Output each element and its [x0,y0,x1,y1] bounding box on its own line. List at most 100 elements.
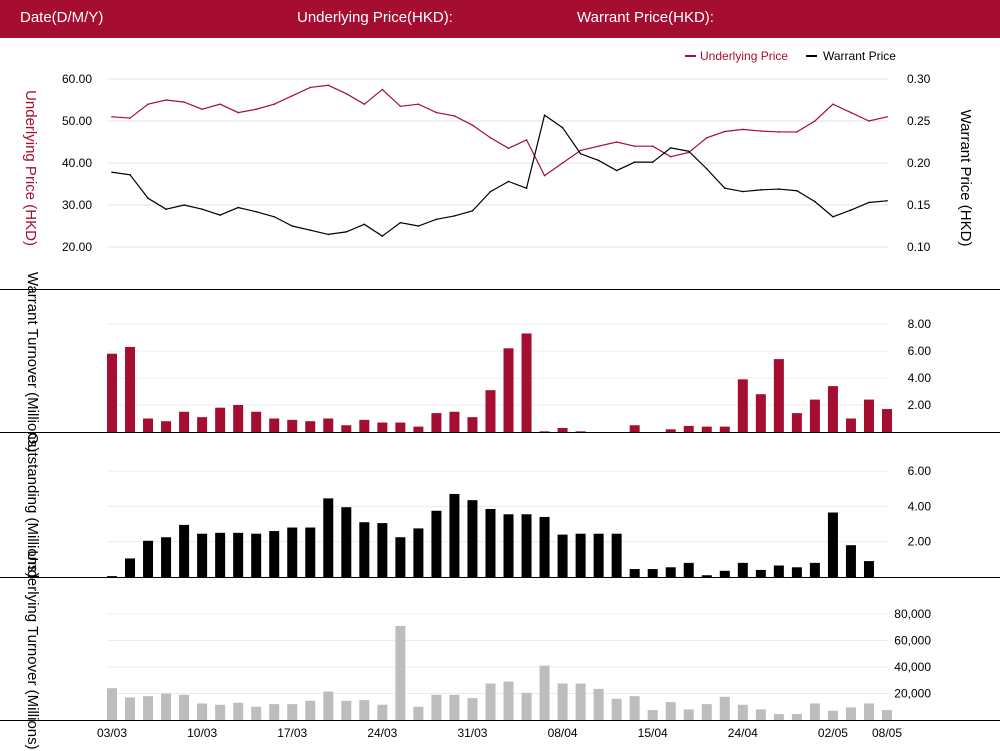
underlying-price-point [633,145,636,147]
warrant-price-point [543,114,546,116]
header-bar: Date(D/M/Y) Underlying Price(HKD): Warra… [0,0,1000,38]
underlying-price-point [111,116,113,118]
warrant-turnover-bar [827,386,838,432]
warrant-turnover-bar [485,390,496,432]
outstanding-bar [395,537,406,577]
outstanding-bar [323,498,334,577]
underlying-price-point [561,162,564,164]
outstanding-bar [539,516,550,577]
underlying-price-point [489,137,492,139]
ylabel-warrant-turnover: Warrant Turnover (Millions) [24,272,41,452]
warrant-price-point [651,161,654,163]
warrant-price-label: Warrant Price(HKD): [577,9,714,26]
outstanding-bar [413,528,424,577]
underlying-turnover-bar [882,710,892,720]
warrant-price-point [705,168,708,170]
outstanding-panel: 6.00 4.00 2.00 [107,464,931,577]
xtick-label: 24/04 [728,726,758,740]
warrant-turnover-bar [179,411,190,432]
outstanding-bar [251,533,262,577]
ylabel-outstanding: Outstanding (Millions) [24,432,41,577]
warrant-price-point [471,210,474,212]
underlying-price-point [742,128,744,131]
warrant-price-point [381,235,384,237]
warrant-price-point [886,200,888,202]
ytick-label-left: 40.00 [62,156,92,170]
outstanding-bar [773,565,784,577]
underlying-price-point [760,130,762,132]
warrant-turnover-bar [305,421,316,432]
underlying-turnover-panel: 80,000 60,000 40,000 20,000 [107,607,931,720]
warrant-price-point [435,218,438,221]
outstanding-bar [377,523,388,577]
underlying-price-point [868,120,870,122]
warrant-price-point [760,189,762,191]
warrant-price-point [723,187,726,189]
underlying-price-point [471,124,474,126]
underlying-turnover-bar [737,704,748,720]
xtick-label: 17/03 [277,726,307,740]
underlying-turnover-bar [215,704,226,720]
warrant-price-point [633,161,636,163]
outstanding-bar [107,576,117,577]
warrant-price-point [525,187,528,189]
outstanding-bar [215,532,226,577]
ytick-label: 60,000 [894,634,931,648]
x-axis: 03/03 10/03 17/03 24/03 31/03 08/04 15/04 24/04… [97,726,902,740]
outstanding-bar [719,570,730,577]
underlying-price-point [507,147,510,150]
legend-label-warrant: Warrant Price [823,49,896,63]
outstanding-bar [143,540,154,577]
underlying-turnover-bar [827,710,838,720]
warrant-turnover-bar [395,422,406,432]
warrant-price-point [796,189,798,192]
xtick-label: 03/03 [97,726,127,740]
warrant-price-point [255,210,257,213]
xtick-label: 02/05 [818,726,848,740]
warrant-price-point [327,233,330,236]
underlying-turnover-bar [845,707,856,720]
outstanding-bar [701,575,712,577]
warrant-price-point [579,152,582,155]
underlying-turnover-bar [269,704,280,720]
xtick-label: 31/03 [457,726,487,740]
warrant-turnover-bar [791,413,802,432]
outstanding-bar [737,562,748,577]
outstanding-bar [431,510,442,577]
ytick-label: 80,000 [894,607,931,621]
underlying-turnover-bar [287,704,298,720]
underlying-turnover-bar [323,691,334,720]
underlying-turnover-bar [791,714,802,720]
warrant-turnover-bar [413,426,424,432]
underlying-price-point [291,95,294,97]
warrant-turnover-bar [629,425,640,432]
warrant-price-line [111,114,888,237]
outstanding-bar [359,522,370,577]
warrant-turnover-bar [575,431,586,432]
warrant-price-point [814,200,816,203]
underlying-price-point [832,103,834,105]
xtick-label: 15/04 [638,726,668,740]
underlying-price-point [147,103,149,105]
underlying-turnover-bar [863,703,874,720]
warrant-price-point [219,214,221,216]
warrant-turnover-bar [665,429,676,432]
warrant-turnover-bar [107,353,117,432]
underlying-turnover-bar [467,698,478,720]
underlying-turnover-bar [359,700,370,720]
underlying-price-point [345,92,348,95]
warrant-turnover-bar [215,407,226,432]
outstanding-bar [197,533,208,577]
outstanding-bar [305,527,316,577]
warrant-turnover-bar [359,419,370,432]
underlying-price-point [579,149,582,152]
underlying-price-point [219,103,221,105]
underlying-turnover-bar [809,703,820,720]
warrant-turnover-bar [719,426,730,432]
underlying-price-point [615,141,618,143]
ytick-label-right: 0.30 [907,72,931,86]
outstanding-bar [179,524,190,577]
underlying-price-point [129,117,131,119]
ytick-label: 2.00 [908,535,932,549]
warrant-price-point [273,215,276,218]
